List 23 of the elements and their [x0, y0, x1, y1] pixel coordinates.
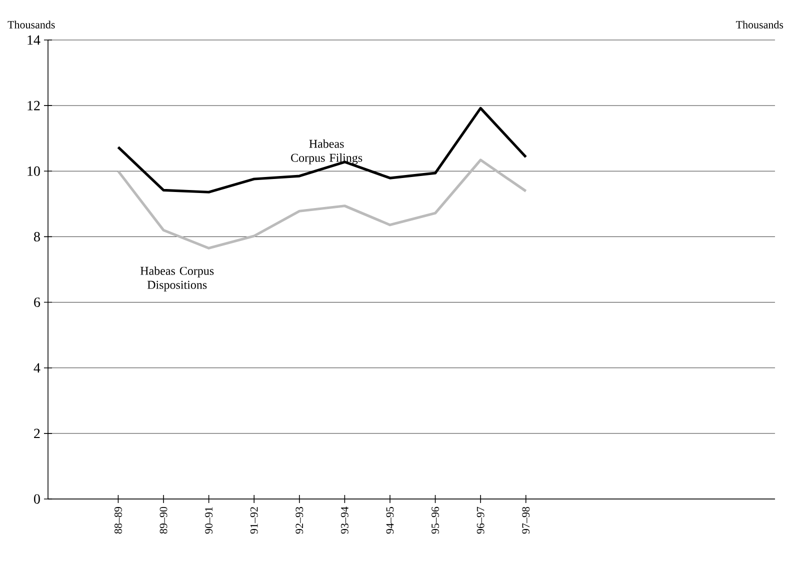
x-tick-label: 94–95: [386, 506, 394, 534]
y-tick-label: 10: [28, 166, 40, 176]
y-tick-label: 12: [28, 100, 40, 110]
y-tick-label: 6: [34, 298, 40, 307]
text: Thousands: [736, 20, 784, 28]
x-tick-label: 88–89: [114, 506, 122, 534]
series-label: Habeas Corpus Filings: [291, 139, 362, 164]
y-tick-label: 0: [34, 494, 40, 504]
x-tick-label: 95–96: [432, 506, 439, 534]
series-label: Habeas Corpus Dispositions: [140, 266, 214, 292]
x-tick-label: 97–98: [522, 506, 530, 534]
x-tick-label: 90–91: [205, 507, 213, 534]
y-tick-label: 8: [34, 232, 40, 242]
line-series: [116, 106, 528, 194]
y-tick-label: 4: [34, 363, 40, 372]
x-tick-label: 91–92: [250, 507, 258, 534]
x-tick-label: 89–90: [160, 506, 168, 534]
x-tick-label: 96–97: [476, 506, 484, 534]
y-axis-title: Thousands: [8, 20, 55, 28]
y-tick-label: 2: [34, 428, 40, 438]
x-tick-label: 93–94: [341, 506, 348, 534]
x-tick-label: 92–93: [296, 506, 304, 534]
y-tick-label: 14: [28, 35, 40, 45]
